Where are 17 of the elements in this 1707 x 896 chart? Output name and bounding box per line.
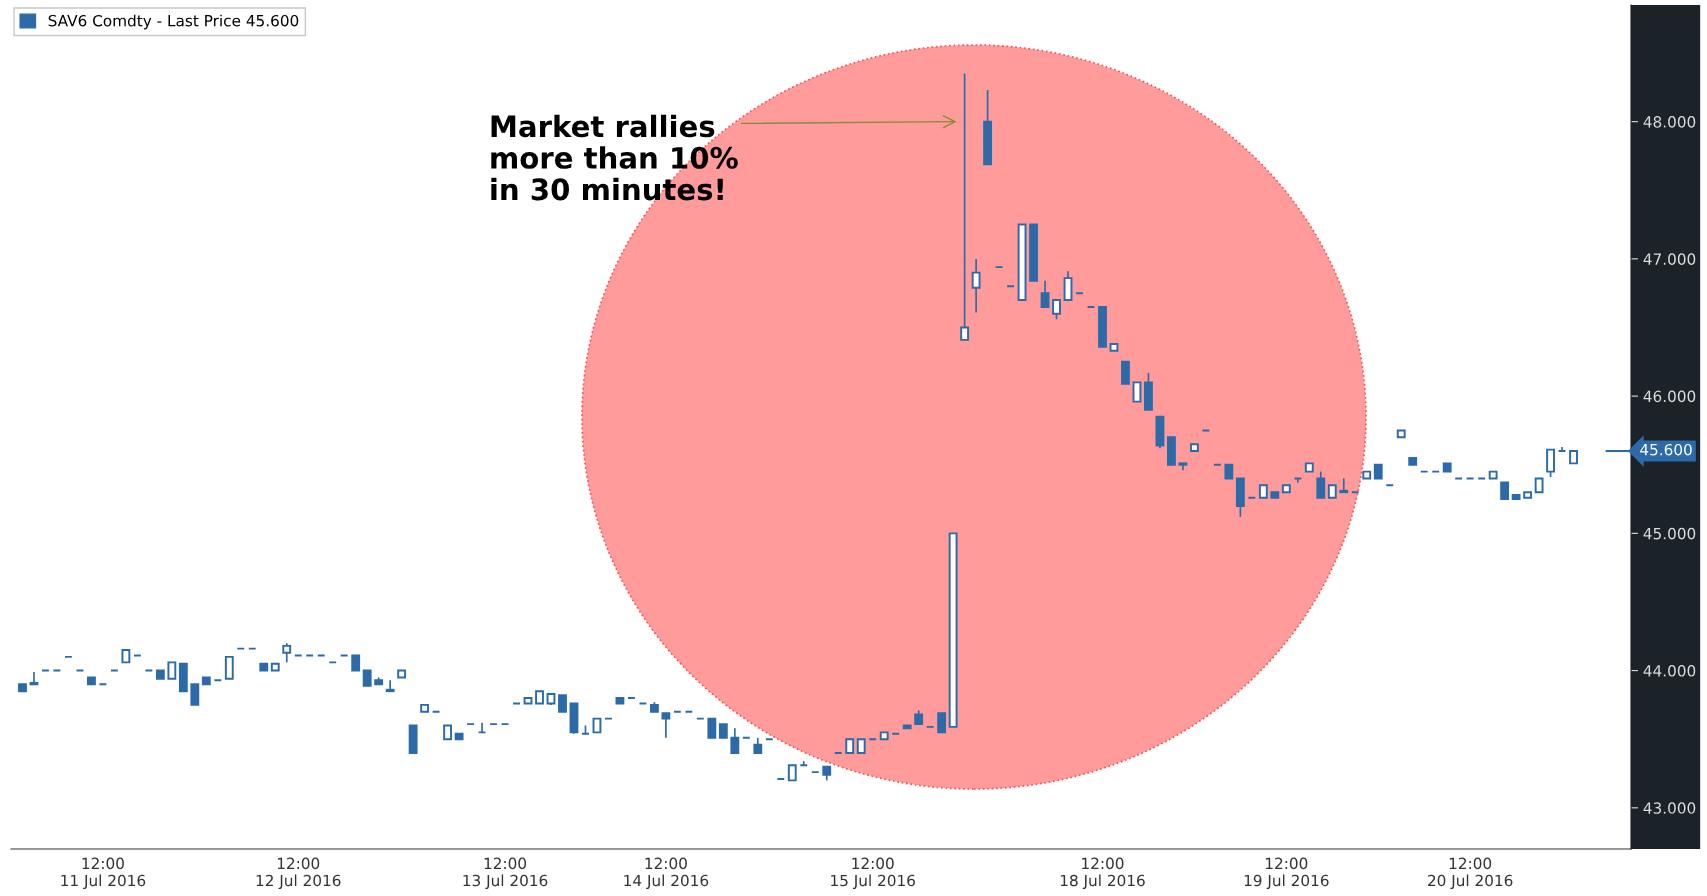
x-tick-label: 12:00 13 Jul 2016	[463, 857, 548, 890]
annotation: Market rallies more than 10% in 30 minutes!	[491, 114, 738, 201]
y-tick-label: 48.000	[1643, 116, 1696, 128]
y-tick-label: 43.000	[1643, 802, 1696, 814]
x-tick-label: 12:00 18 Jul 2016	[1060, 857, 1145, 890]
x-tick-label: 12:00 14 Jul 2016	[624, 857, 709, 890]
x-tick-label: 12:00 15 Jul 2016	[831, 857, 915, 890]
x-tick-label: 12:00 19 Jul 2016	[1244, 857, 1329, 890]
x-tick-label: 12:00 12 Jul 2016	[256, 857, 341, 890]
y-tick-label: 46.000	[1643, 390, 1696, 403]
y-tick-label: 45.000	[1643, 527, 1696, 540]
x-tick-label: 12:00 11 Jul 2016	[61, 857, 146, 890]
legend-label: SAV6 Comdty - Last Price 45.600	[48, 14, 299, 30]
x-tick-label: 12:00 20 Jul 2016	[1428, 857, 1513, 890]
y-tick-label: 47.000	[1643, 253, 1696, 265]
y-tick-label: 44.000	[1643, 665, 1696, 677]
ref-line-label: 45.600	[1640, 443, 1692, 456]
